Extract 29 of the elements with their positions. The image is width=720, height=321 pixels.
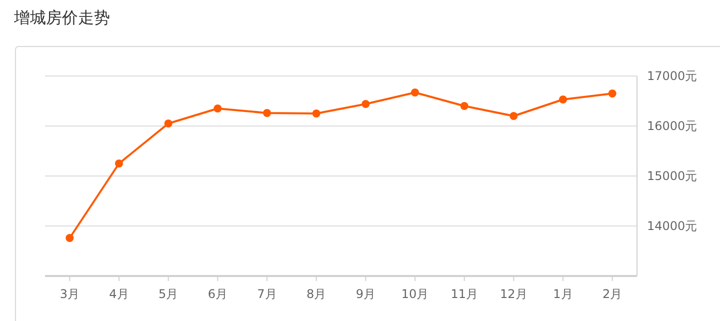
x-tick-label: 10月 — [401, 287, 429, 301]
x-tick-label: 4月 — [109, 287, 129, 301]
x-tick-label: 5月 — [158, 287, 178, 301]
point — [460, 102, 468, 110]
x-tick-label: 11月 — [450, 287, 478, 301]
point — [510, 112, 518, 120]
y-tick-label: 17000元 — [647, 69, 698, 84]
x-tick-label: 9月 — [356, 287, 376, 301]
x-tick-label: 8月 — [306, 287, 326, 301]
point — [164, 120, 172, 128]
chart-title: 增城房价走势 — [13, 8, 110, 27]
y-tick-label: 16000元 — [647, 119, 698, 134]
x-tick-label: 2月 — [602, 287, 622, 301]
point — [608, 90, 616, 98]
x-tick-label: 6月 — [208, 287, 228, 301]
x-tick-label: 7月 — [257, 287, 277, 301]
point — [411, 88, 419, 96]
point — [66, 234, 74, 242]
point — [559, 96, 567, 104]
point — [115, 160, 123, 168]
point — [263, 109, 271, 117]
x-tick-label: 3月 — [60, 287, 80, 301]
point — [312, 110, 320, 118]
point — [362, 100, 370, 108]
y-tick-label: 14000元 — [647, 219, 698, 234]
y-tick-label: 15000元 — [647, 169, 698, 184]
point — [214, 104, 222, 112]
x-tick-label: 12月 — [500, 287, 528, 301]
x-tick-label: 1月 — [553, 287, 573, 301]
